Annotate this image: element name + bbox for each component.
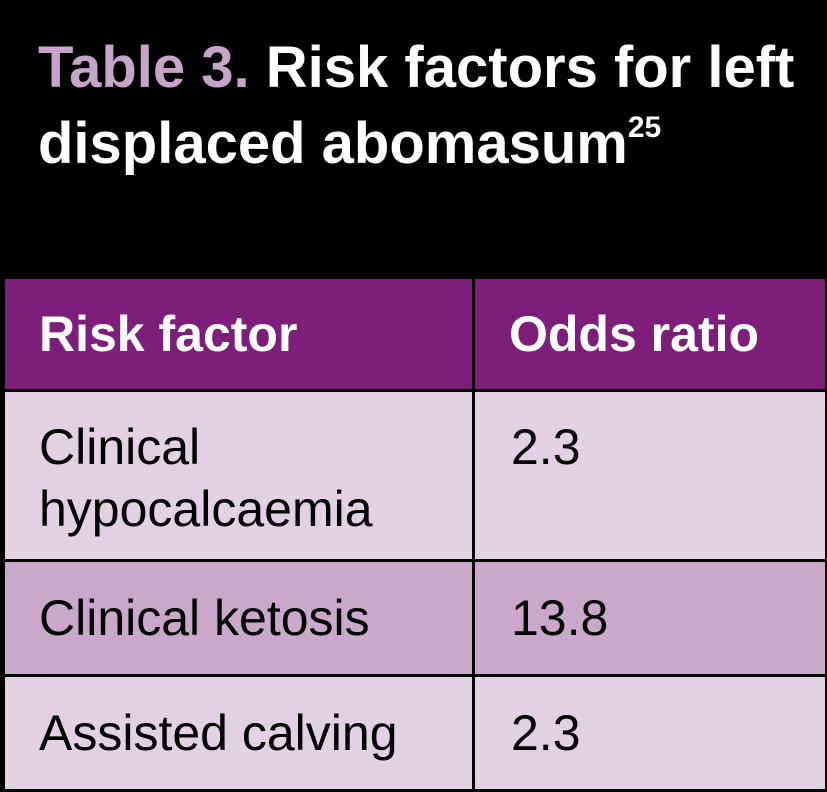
table-caption: Table 3. Risk factors for left displaced… <box>38 30 798 182</box>
risk-factor-table: Risk factor Odds ratio Clinical hypocalc… <box>2 276 827 792</box>
risk-factor-cell: Clinical hypocalcaemia <box>2 389 475 562</box>
risk-factor-cell: Clinical ketosis <box>2 559 475 677</box>
odds-ratio-cell: 2.3 <box>472 674 827 792</box>
table-number-label: Table 3. <box>38 35 250 100</box>
header-risk-factor: Risk factor <box>2 276 475 392</box>
table-row: Assisted calving 2.3 <box>2 674 827 792</box>
table-title-text: Risk factors for left displaced abomasum <box>38 35 795 176</box>
table-header-row: Risk factor Odds ratio <box>2 276 827 392</box>
reference-superscript: 25 <box>627 110 662 144</box>
header-odds-ratio: Odds ratio <box>472 276 827 392</box>
table-row: Clinical ketosis 13.8 <box>2 559 827 677</box>
odds-ratio-cell: 2.3 <box>472 389 827 562</box>
table-row: Clinical hypocalcaemia 2.3 <box>2 389 827 562</box>
risk-factor-cell: Assisted calving <box>2 674 475 792</box>
odds-ratio-cell: 13.8 <box>472 559 827 677</box>
